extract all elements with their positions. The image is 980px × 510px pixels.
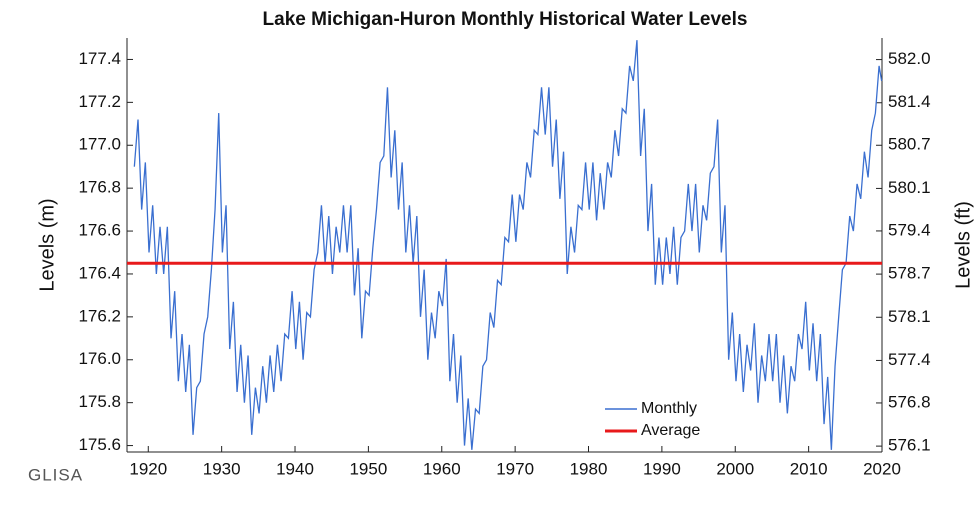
x-tick-label: 1980: [570, 459, 608, 478]
y2-tick-label: 577.4: [888, 350, 931, 369]
y2-tick-label: 576.8: [888, 392, 931, 411]
x-tick-label: 1930: [203, 459, 241, 478]
x-tick-label: 2000: [716, 459, 754, 478]
y-tick-label: 176.6: [78, 221, 121, 240]
y-tick-label: 176.2: [78, 306, 121, 325]
y2-tick-label: 578.7: [888, 264, 931, 283]
x-tick-label: 1970: [496, 459, 534, 478]
x-tick-label: 1950: [349, 459, 387, 478]
x-tick-label: 2020: [863, 459, 901, 478]
x-tick-label: 2010: [790, 459, 828, 478]
y2-tick-label: 582.0: [888, 49, 931, 68]
y-axis-label: Levels (m): [36, 198, 58, 291]
y-tick-label: 175.6: [78, 435, 121, 454]
y2-tick-label: 581.4: [888, 92, 931, 111]
y-tick-label: 176.0: [78, 349, 121, 368]
y-tick-label: 175.8: [78, 392, 121, 411]
y2-tick-label: 580.1: [888, 178, 931, 197]
series-line: [133, 40, 883, 450]
y2-tick-label: 579.4: [888, 220, 931, 239]
y-tick-label: 176.8: [78, 178, 121, 197]
legend-label: Average: [641, 422, 700, 439]
x-tick-label: 1920: [129, 459, 167, 478]
y2-tick-label: 576.1: [888, 436, 931, 455]
y2-tick-label: 580.7: [888, 135, 931, 154]
x-tick-label: 1990: [643, 459, 681, 478]
y2-tick-label: 578.1: [888, 307, 931, 326]
x-tick-label: 1960: [423, 459, 461, 478]
y-tick-label: 177.4: [78, 49, 121, 68]
y-tick-label: 177.2: [78, 92, 121, 111]
y2-axis-label: Levels (ft): [952, 201, 974, 289]
y-tick-label: 176.4: [78, 263, 121, 282]
chart-title: Lake Michigan-Huron Monthly Historical W…: [263, 9, 748, 30]
x-tick-label: 1940: [276, 459, 314, 478]
y-tick-label: 177.0: [78, 135, 121, 154]
logo: GLISA: [28, 465, 83, 484]
legend-label: Monthly: [641, 400, 697, 417]
